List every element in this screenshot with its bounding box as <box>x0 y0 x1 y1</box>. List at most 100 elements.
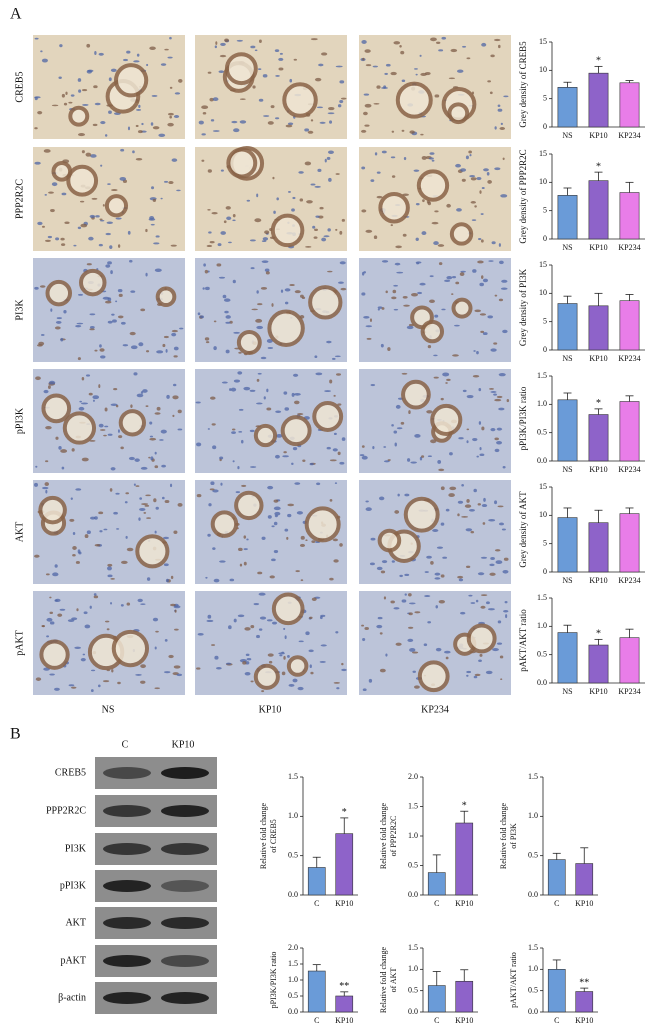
micrograph-texture <box>98 684 101 688</box>
micrograph-texture <box>458 437 464 440</box>
micrograph-texture <box>502 569 509 574</box>
y-tick-label: 1.0 <box>528 964 538 973</box>
micrograph-texture <box>105 264 111 268</box>
micrograph-texture <box>172 414 175 418</box>
micrograph-texture <box>107 433 113 436</box>
micrograph-texture <box>407 593 412 597</box>
micrograph-texture <box>429 275 434 278</box>
micrograph-texture <box>133 483 136 486</box>
micrograph-texture <box>92 123 98 127</box>
micrograph-texture <box>401 372 408 375</box>
micrograph-gland <box>253 663 280 690</box>
y-axis-label: Grey density of PPP2R2C <box>518 149 528 243</box>
micrograph-texture <box>37 111 43 115</box>
micrograph-texture <box>454 324 460 327</box>
micrograph-texture <box>503 557 509 561</box>
micrograph-texture <box>54 326 61 330</box>
micrograph-texture <box>92 399 95 402</box>
micrograph-texture <box>223 298 231 302</box>
micrograph-texture <box>168 112 174 116</box>
micrograph-texture <box>305 631 310 636</box>
micrograph-texture <box>142 389 148 393</box>
micrograph-texture <box>361 271 365 276</box>
micrograph-texture <box>172 395 179 400</box>
micrograph-texture <box>340 97 347 100</box>
micrograph-texture <box>80 223 88 228</box>
micrograph-texture <box>394 510 400 514</box>
micrograph-texture <box>65 91 68 96</box>
micrograph-texture <box>136 393 144 398</box>
micrograph-texture <box>497 108 503 112</box>
micrograph-texture <box>94 102 101 106</box>
micrograph-texture <box>393 284 398 287</box>
micrograph-texture <box>493 38 501 42</box>
micrograph-texture <box>138 342 144 347</box>
y-axis-label: of PPP2R2C <box>389 816 398 857</box>
micrograph-texture <box>335 173 340 175</box>
micrograph-gland <box>377 528 402 553</box>
micrograph-texture <box>232 213 236 218</box>
micrograph-texture <box>207 169 212 173</box>
micrograph-texture <box>448 77 456 80</box>
micrograph-texture <box>82 653 86 656</box>
micrograph-texture <box>486 171 490 176</box>
micrograph-texture <box>160 429 167 434</box>
micrograph-texture <box>392 289 397 294</box>
y-tick-label: 5 <box>543 205 547 214</box>
column-label: KP234 <box>421 704 449 715</box>
micrograph-texture <box>373 103 380 105</box>
micrograph-texture <box>44 482 49 487</box>
row-label: CREB5 <box>14 71 25 102</box>
micrograph-texture <box>45 573 50 576</box>
micrograph-texture <box>261 260 269 263</box>
column-label: NS <box>102 704 115 715</box>
micrograph-texture <box>408 612 413 616</box>
micrograph-texture <box>299 543 306 548</box>
micrograph-texture <box>232 219 236 222</box>
micrograph-texture <box>399 574 403 578</box>
micrograph-texture <box>473 488 477 493</box>
bar <box>557 303 578 351</box>
micrograph-texture <box>199 315 205 319</box>
micrograph-texture <box>34 286 39 290</box>
micrograph-texture <box>488 260 494 262</box>
micrograph-texture <box>59 608 66 611</box>
micrograph-texture <box>135 673 142 676</box>
micrograph-texture <box>153 242 160 245</box>
micrograph-texture <box>499 655 504 659</box>
micrograph-texture <box>421 155 427 160</box>
micrograph-texture <box>196 493 202 498</box>
micrograph-texture <box>267 653 274 657</box>
micrograph-texture <box>238 351 242 354</box>
bar <box>557 517 578 573</box>
bar <box>619 82 640 128</box>
bar <box>619 513 640 573</box>
micrograph-texture <box>46 635 50 638</box>
micrograph-texture <box>381 560 388 564</box>
micrograph-texture <box>370 383 376 387</box>
micrograph-texture <box>372 446 375 450</box>
x-tick-label: KP10 <box>335 1016 353 1025</box>
micrograph-texture <box>385 63 391 67</box>
micrograph-texture <box>333 681 340 684</box>
micrograph-texture <box>220 482 223 486</box>
bar <box>619 300 640 351</box>
micrograph-texture <box>395 642 402 646</box>
micrograph-texture <box>120 446 124 450</box>
micrograph-texture <box>86 530 91 535</box>
micrograph-texture <box>494 437 499 441</box>
micrograph-texture <box>495 560 503 565</box>
micrograph-texture <box>139 507 146 511</box>
micrograph-texture <box>293 392 301 396</box>
micrograph-texture <box>390 71 397 76</box>
micrograph-texture <box>321 52 328 56</box>
micrograph-texture <box>250 267 255 270</box>
bar <box>335 833 354 896</box>
micrograph-gland <box>51 161 73 182</box>
y-tick-label: 1.0 <box>288 811 298 820</box>
micrograph-texture <box>99 344 102 348</box>
micrograph-texture <box>98 423 104 428</box>
micrograph-texture <box>315 372 323 376</box>
micrograph-texture <box>491 241 496 245</box>
row-label: pAKT <box>14 630 25 656</box>
